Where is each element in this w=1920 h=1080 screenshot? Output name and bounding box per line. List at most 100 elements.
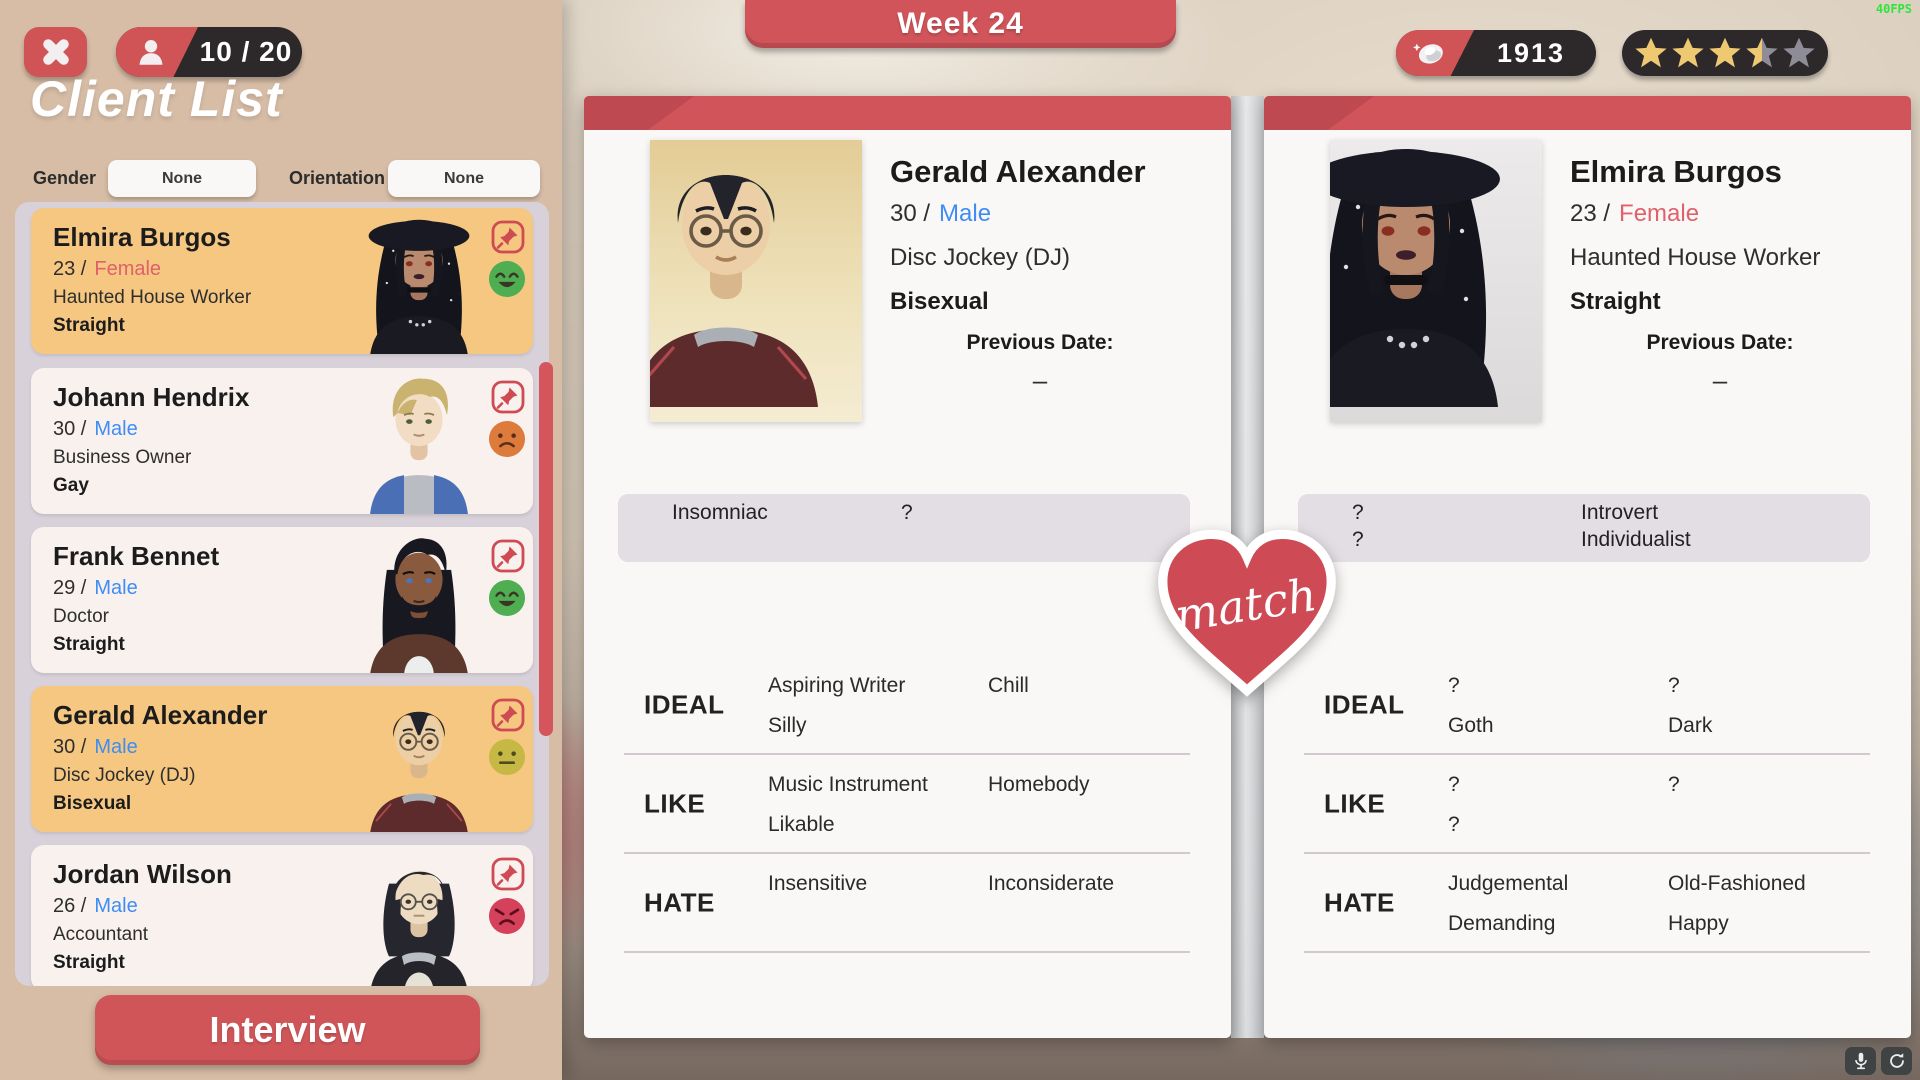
money-value: 1913 <box>1496 37 1566 68</box>
fps-counter: 40FPS <box>1875 2 1912 16</box>
person-icon <box>136 38 166 65</box>
client-scroll-list: Elmira Burgos 23 / Female Haunted House W… <box>15 202 549 986</box>
refresh-button[interactable] <box>1881 1047 1912 1075</box>
trait-cell: ? <box>901 501 913 524</box>
client-age: 26 / <box>53 895 87 917</box>
client-card-johann-hendrix[interactable]: Johann Hendrix 30 / Male Business Owner G… <box>31 368 533 514</box>
client-age: 30 / <box>53 418 87 440</box>
pref-cell: Chill <box>988 674 1029 697</box>
pref-cell: Likable <box>768 813 835 836</box>
client-age: 23 / <box>53 258 87 280</box>
hate-label: HATE <box>1324 887 1395 917</box>
ideal-label: IDEAL <box>1324 689 1405 719</box>
client-name: Frank Bennet <box>53 541 220 571</box>
like-section: LIKE Music Instrument Homebody Likable <box>624 755 1190 854</box>
star-icon <box>1744 35 1780 71</box>
pearl-icon <box>1410 38 1448 68</box>
trait-bar: Insomniac ? <box>618 494 1190 562</box>
client-list-panel: 10 / 20 Client List Gender None Orientat… <box>0 0 562 1080</box>
client-orientation: Straight <box>53 315 125 336</box>
pref-cell: Goth <box>1448 714 1494 737</box>
pin-icon[interactable] <box>491 380 525 414</box>
previous-date-value: – <box>1032 365 1048 395</box>
hate-section: HATE Insensitive Inconsiderate <box>624 854 1190 953</box>
pref-cell: ? <box>1448 773 1460 796</box>
trait-cell: Individualist <box>1581 528 1691 551</box>
refresh-icon <box>1886 1050 1908 1072</box>
ideal-label: IDEAL <box>644 689 725 719</box>
pin-icon[interactable] <box>491 220 525 254</box>
avatar-frank <box>349 527 489 673</box>
trait-cell: Introvert <box>1581 501 1659 524</box>
client-orientation: Bisexual <box>53 793 132 814</box>
client-count-pill: 10 / 20 <box>116 27 302 77</box>
client-card-elmira-burgos[interactable]: Elmira Burgos 23 / Female Haunted House W… <box>31 208 533 354</box>
client-gender: Male <box>94 577 138 599</box>
pref-cell: Inconsiderate <box>988 872 1115 895</box>
filter-row: Gender None Orientation None <box>0 160 562 198</box>
profile-gender: Male <box>939 200 992 227</box>
microphone-icon <box>1850 1050 1872 1072</box>
pref-cell <box>768 909 988 938</box>
client-job: Doctor <box>53 606 109 627</box>
star-icon <box>1670 35 1706 71</box>
pref-cell: Happy <box>1668 912 1729 935</box>
pref-cell: Homebody <box>988 773 1090 796</box>
profile-name: Gerald Alexander <box>890 154 1146 189</box>
avatar-gerald <box>349 686 489 832</box>
pref-cell: ? <box>1448 813 1460 836</box>
avatar-elmira <box>349 208 489 354</box>
trait-cell: ? <box>1352 528 1364 551</box>
pref-cell: Music Instrument <box>768 773 928 796</box>
match-button[interactable]: match <box>1143 518 1351 708</box>
preference-table: IDEAL ? ? Goth Dark LIKE ? ? ? HATE <box>1304 656 1870 953</box>
heart-icon <box>1158 529 1336 697</box>
mood-happy-icon <box>488 260 526 298</box>
client-name: Gerald Alexander <box>53 700 268 730</box>
pref-cell: Silly <box>768 714 807 737</box>
client-name: Elmira Burgos <box>53 222 231 252</box>
portrait-gerald-art <box>650 140 862 422</box>
pref-cell: Judgemental <box>1448 872 1569 895</box>
close-button[interactable] <box>24 27 87 77</box>
gender-filter-label: Gender <box>33 168 97 188</box>
profile-age: 23 / <box>1570 200 1611 227</box>
mood-neutral-icon <box>488 738 526 776</box>
pref-cell <box>988 909 1190 938</box>
client-gender: Male <box>94 736 138 758</box>
client-age: 30 / <box>53 736 87 758</box>
profile-orientation: Bisexual <box>890 288 989 315</box>
client-list-scrollbar[interactable] <box>539 362 553 736</box>
pref-cell <box>988 711 1190 740</box>
portrait-elmira-art <box>1330 140 1542 422</box>
client-card-frank-bennet[interactable]: Frank Bennet 29 / Male Doctor Straight <box>31 527 533 673</box>
mood-sad-icon <box>488 420 526 458</box>
trait-bar: ? Introvert ? Individualist <box>1298 494 1870 562</box>
rating-pill <box>1622 30 1828 76</box>
profile-header-band <box>584 96 1231 130</box>
client-card-gerald-alexander[interactable]: Gerald Alexander 30 / Male Disc Jockey (D… <box>31 686 533 832</box>
orientation-filter-button[interactable]: None <box>388 160 540 197</box>
gender-filter-button[interactable]: None <box>108 160 256 197</box>
client-job: Business Owner <box>53 447 192 468</box>
money-pill: 1913 <box>1396 30 1596 76</box>
ideal-section: IDEAL Aspiring Writer Chill Silly <box>624 656 1190 755</box>
portrait-gerald <box>650 140 862 422</box>
interview-button[interactable]: Interview <box>95 995 480 1065</box>
profile-name: Elmira Burgos <box>1570 154 1782 189</box>
like-section: LIKE ? ? ? <box>1304 755 1870 854</box>
pref-cell: Dark <box>1668 714 1713 737</box>
pin-icon[interactable] <box>491 539 525 573</box>
client-card-jordan-wilson[interactable]: Jordan Wilson 26 / Male Accountant Straig… <box>31 845 533 986</box>
star-icon <box>1707 35 1743 71</box>
pin-icon[interactable] <box>491 857 525 891</box>
orientation-filter-label: Orientation <box>289 168 386 188</box>
microphone-button[interactable] <box>1845 1047 1876 1075</box>
pin-icon[interactable] <box>491 698 525 732</box>
client-job: Haunted House Worker <box>53 287 252 308</box>
pref-cell: ? <box>1668 674 1680 697</box>
mood-happy-icon <box>488 579 526 617</box>
pref-cell <box>988 810 1190 839</box>
profile-orientation: Straight <box>1570 288 1661 315</box>
